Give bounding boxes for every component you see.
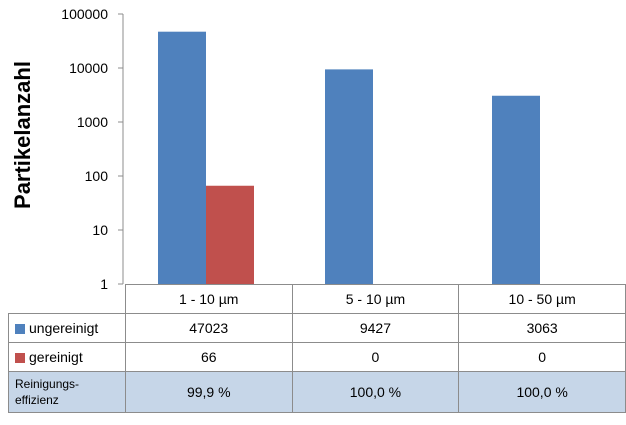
efficiency-value: 100,0 % (291, 371, 460, 413)
category-row: 1 - 10 µm 5 - 10 µm 10 - 50 µm (8, 284, 626, 314)
category-label: 10 - 50 µm (458, 284, 626, 314)
data-label: 0 (458, 342, 626, 372)
data-table: 1 - 10 µm 5 - 10 µm 10 - 50 µm ungereini… (8, 284, 626, 413)
legend-swatch-blue (15, 324, 25, 334)
table-corner (8, 284, 126, 314)
series-row-ungereinigt: ungereinigt 47023 9427 3063 (8, 313, 626, 343)
legend-swatch-red (15, 353, 25, 363)
data-label: 47023 (124, 313, 293, 343)
efficiency-label-line1: Reinigungs- (15, 377, 80, 391)
efficiency-value: 99,9 % (124, 371, 293, 413)
y-tick-label: 1000 (77, 114, 108, 130)
data-label: 0 (291, 342, 460, 372)
legend-item-gereinigt: gereinigt (8, 342, 126, 372)
series-row-gereinigt: gereinigt 66 0 0 (8, 342, 626, 372)
efficiency-value: 100,0 % (458, 371, 626, 413)
legend-item-ungereinigt: ungereinigt (8, 313, 126, 343)
legend-label: gereinigt (29, 349, 83, 365)
efficiency-row: Reinigungs-effizienz 99,9 % 100,0 % 100,… (8, 371, 626, 413)
category-label: 5 - 10 µm (291, 284, 460, 314)
y-tick-label: 10 (92, 222, 108, 238)
bar-ungereinigt-0 (158, 31, 206, 285)
data-label: 3063 (458, 313, 626, 343)
chart-plot-area: 1 10 100 1000 10000 100000 (61, 6, 540, 290)
category-label: 1 - 10 µm (124, 284, 293, 314)
y-tick-label: 100 (85, 168, 109, 184)
y-tick-label: 100000 (61, 6, 108, 22)
efficiency-label: Reinigungs-effizienz (8, 371, 126, 413)
y-tick-label: 1 (100, 276, 108, 290)
efficiency-label-line2: effizienz (15, 393, 59, 407)
data-label: 66 (124, 342, 293, 372)
bar-ungereinigt-2 (492, 95, 540, 284)
legend-label: ungereinigt (29, 320, 99, 336)
data-label: 9427 (291, 313, 460, 343)
y-axis-title: Partikelanzahl (10, 61, 35, 209)
bar-ungereinigt-1 (325, 69, 373, 285)
bar-gereinigt-0 (206, 185, 254, 284)
y-tick-label: 10000 (69, 60, 108, 76)
